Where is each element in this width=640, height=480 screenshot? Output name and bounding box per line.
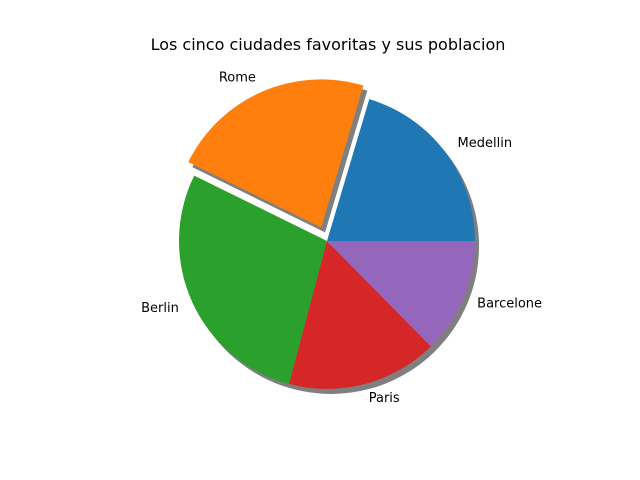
slice-label-berlin: Berlin bbox=[141, 301, 179, 316]
slice-barcelone bbox=[327, 241, 475, 347]
slice-labels: Medellin Rome Berlin Paris Barcelone bbox=[141, 71, 542, 406]
slice-label-barcelone: Barcelone bbox=[477, 296, 542, 311]
slice-medellin bbox=[327, 99, 475, 241]
slice-label-rome: Rome bbox=[219, 71, 256, 86]
slice-label-medellin: Medellin bbox=[458, 136, 513, 151]
chart-title: Los cinco ciudades favoritas y sus pobla… bbox=[151, 35, 506, 54]
slice-berlin bbox=[179, 175, 327, 385]
pie-slices bbox=[179, 79, 475, 389]
slice-rome bbox=[188, 79, 364, 228]
slice-label-paris: Paris bbox=[369, 391, 400, 406]
slice-paris bbox=[289, 241, 431, 389]
